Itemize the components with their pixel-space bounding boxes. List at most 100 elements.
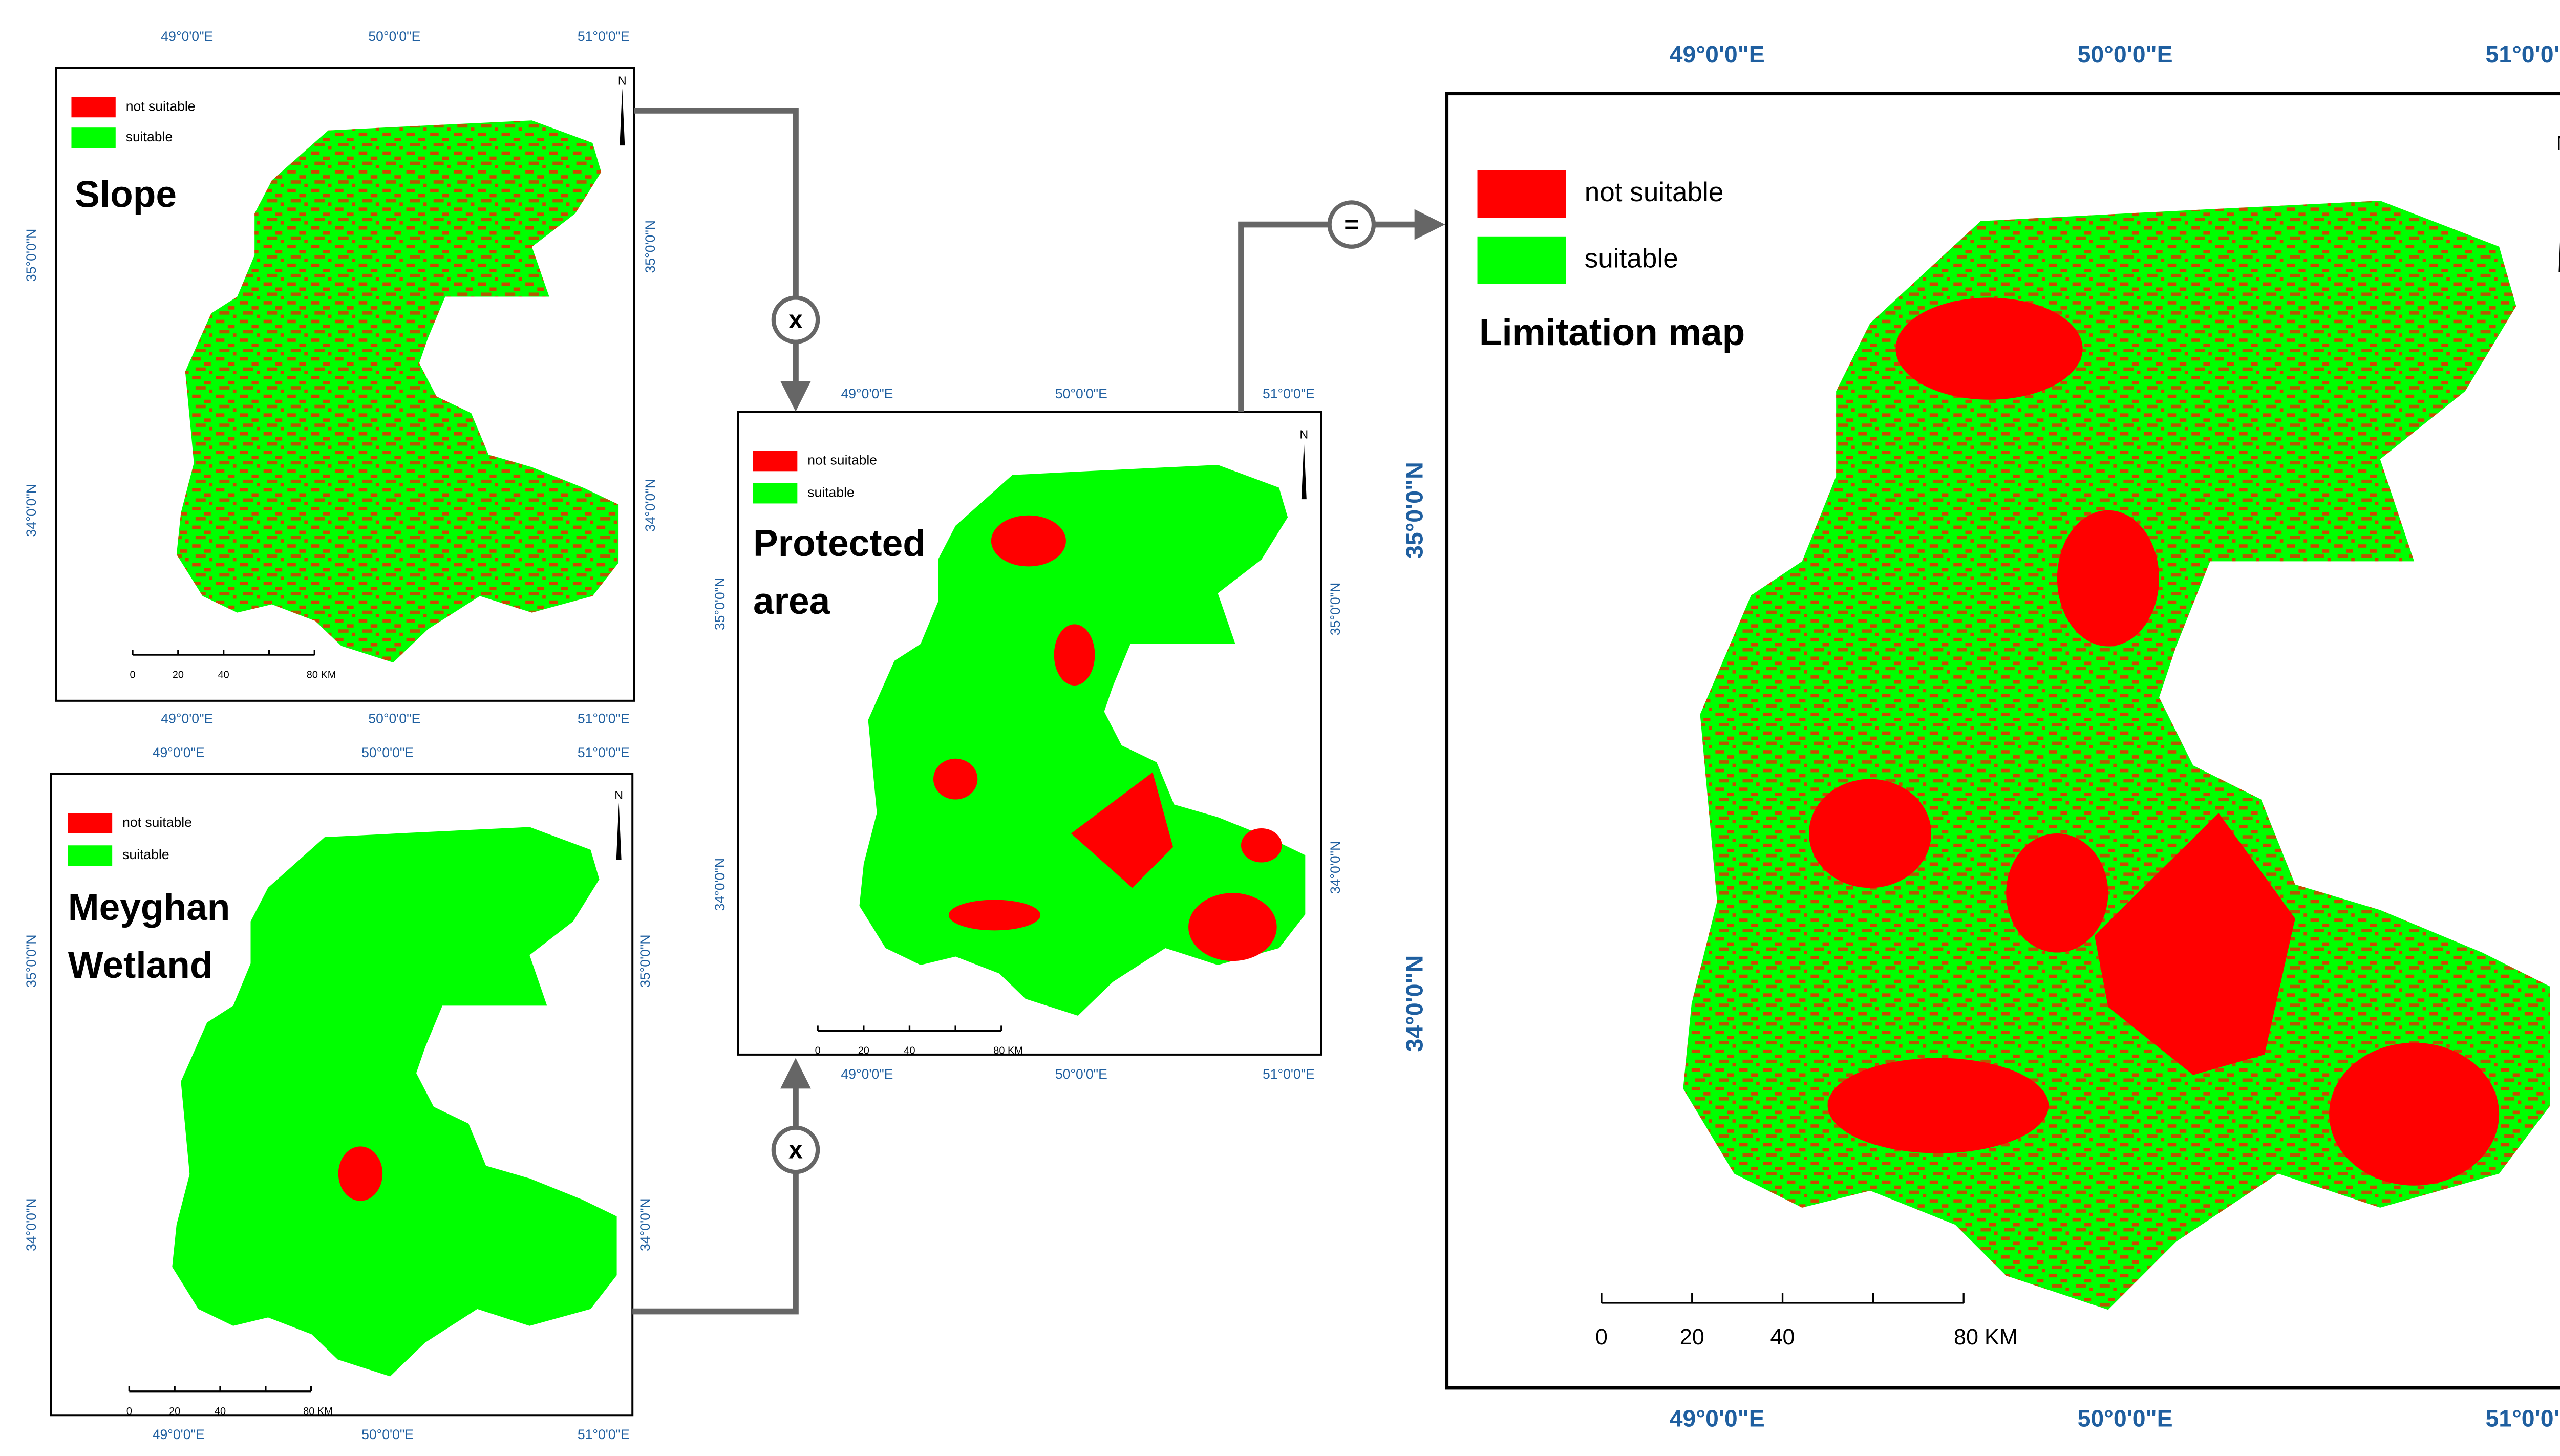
region-not-suitable <box>1241 828 1282 863</box>
map-title: Protected <box>753 523 926 564</box>
operator-circle <box>771 295 820 344</box>
arrow-head <box>780 381 811 412</box>
map-panel: not suitable suitable Meyghan Wetland 49°0'0… <box>24 745 653 1442</box>
lon-label: 50°0'0"E <box>1055 1066 1107 1082</box>
lon-label: 49°0'0"E <box>161 711 213 726</box>
lon-label: 51°0'0"E <box>2486 1405 2560 1432</box>
legend-swatch <box>68 813 113 833</box>
region-not-suitable <box>991 515 1066 567</box>
scale-label: 80 KM <box>993 1045 1023 1057</box>
lat-label: 34°0'0"N <box>24 484 39 537</box>
north-label: N <box>618 74 627 88</box>
region-not-suitable <box>948 900 1041 931</box>
region-not-suitable <box>1188 893 1277 961</box>
lon-label: 49°0'0"E <box>161 29 213 44</box>
north-arrow <box>620 88 625 146</box>
north-arrow <box>616 803 622 860</box>
region-not-suitable <box>1895 297 2083 400</box>
lon-label: 51°0'0"E <box>2486 41 2560 68</box>
map-title: Slope <box>75 174 177 216</box>
lat-label: 35°0'0"N <box>24 934 39 987</box>
lat-label: 34°0'0"N <box>712 858 728 911</box>
lat-label: 34°0'0"N <box>643 479 658 531</box>
lon-label: 51°0'0"E <box>1263 386 1315 401</box>
legend-label: suitable <box>122 847 169 862</box>
lat-label: 35°0'0"N <box>643 220 658 273</box>
scale-label: 0 <box>1595 1325 1608 1350</box>
lon-label: 49°0'0"E <box>841 1066 893 1082</box>
scale-label: 40 <box>215 1406 226 1417</box>
legend-swatch <box>1477 236 1566 284</box>
scale-label: 80 KM <box>1954 1325 2018 1350</box>
legend-label: suitable <box>1585 243 1678 273</box>
map-title: Meyghan <box>68 887 230 928</box>
map-title: area <box>753 581 831 622</box>
operator-label: = <box>1344 210 1359 239</box>
legend-swatch <box>753 451 798 472</box>
lon-label: 50°0'0"E <box>361 1427 414 1442</box>
scale-label: 20 <box>173 669 184 680</box>
arrow-head <box>780 1058 811 1089</box>
lon-label: 49°0'0"E <box>153 745 205 760</box>
scale-label: 20 <box>169 1406 180 1417</box>
lon-label: 50°0'0"E <box>1055 386 1107 401</box>
region-not-suitable <box>338 1146 383 1201</box>
scale-label: 40 <box>218 669 229 680</box>
lon-label: 51°0'0"E <box>578 711 630 726</box>
map-panel: not suitable suitable Limitation map 49°0'0… <box>1401 41 2560 1432</box>
north-arrow <box>1301 442 1307 500</box>
lon-label: 49°0'0"E <box>1670 1405 1765 1432</box>
map-panel: not suitable suitable Slope 49°0'0"E 49°0'0"… <box>24 29 658 726</box>
scale-label: 0 <box>126 1406 132 1417</box>
legend-label: not suitable <box>1585 177 1724 207</box>
north-arrow <box>2558 242 2560 272</box>
flow-line <box>634 108 799 388</box>
lat-label: 34°0'0"N <box>24 1198 39 1251</box>
region-not-suitable <box>1809 779 1932 888</box>
lat-label: 35°0'0"N <box>1328 583 1343 635</box>
legend-swatch <box>753 483 798 504</box>
region-not-suitable <box>1054 624 1095 686</box>
legend-label: not suitable <box>122 815 192 830</box>
operator-label: x <box>788 1135 803 1164</box>
lat-label: 34°0'0"N <box>1328 841 1343 894</box>
scale-label: 40 <box>904 1045 915 1057</box>
legend-label: suitable <box>126 129 173 144</box>
scale-label: 20 <box>1680 1325 1704 1350</box>
region-not-suitable <box>1071 772 1174 888</box>
arrow-head <box>1414 209 1445 240</box>
region-not-suitable <box>1827 1058 2049 1153</box>
lat-label: 35°0'0"N <box>1401 462 1427 559</box>
lon-label: 50°0'0"E <box>2078 1405 2173 1432</box>
scale-label: 20 <box>858 1045 869 1057</box>
scale-label: 80 KM <box>303 1406 333 1417</box>
lon-label: 51°0'0"E <box>578 29 630 44</box>
legend-swatch <box>68 845 113 866</box>
map-title: Limitation map <box>1479 312 1745 353</box>
legend-label: not suitable <box>126 98 196 114</box>
north-label: N <box>2556 132 2560 155</box>
region-not-suitable <box>2057 510 2160 647</box>
map-title: Wetland <box>68 945 213 986</box>
lon-label: 51°0'0"E <box>578 745 630 760</box>
lon-label: 50°0'0"E <box>361 745 414 760</box>
legend-swatch <box>1477 170 1566 218</box>
lat-label: 34°0'0"N <box>637 1198 653 1251</box>
scale-label: 0 <box>130 669 135 680</box>
operator-circle <box>771 1125 820 1174</box>
legend-label: suitable <box>807 485 855 500</box>
legend-swatch <box>71 127 116 148</box>
lat-label: 35°0'0"N <box>712 577 728 630</box>
region-not-suitable <box>2329 1042 2500 1186</box>
legend-swatch <box>71 97 116 118</box>
legend-label: not suitable <box>807 452 877 467</box>
scale-label: 0 <box>815 1045 821 1057</box>
operator-label: x <box>788 305 803 334</box>
map-panel: not suitable suitable Protected area 49°0'0"… <box>712 386 1343 1082</box>
lon-label: 49°0'0"E <box>153 1427 205 1442</box>
region-not-suitable <box>933 758 978 800</box>
north-label: N <box>1299 428 1308 441</box>
lon-label: 50°0'0"E <box>368 29 420 44</box>
